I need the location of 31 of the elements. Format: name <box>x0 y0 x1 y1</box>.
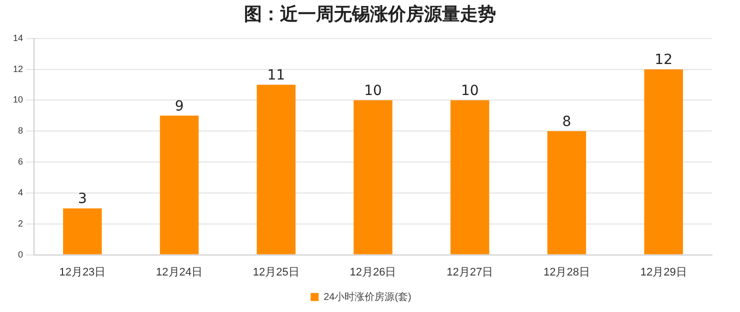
data-label: 3 <box>78 191 87 208</box>
bar <box>644 69 683 254</box>
data-label: 8 <box>562 114 572 130</box>
x-tick-label: 12月27日 <box>446 266 494 278</box>
data-label: 9 <box>174 98 184 114</box>
data-label: 11 <box>267 67 286 84</box>
y-tick-label: 12 <box>12 64 24 74</box>
x-tick-label: 12月25日 <box>252 266 300 278</box>
bar <box>256 84 296 254</box>
y-tick-label: 2 <box>18 218 24 228</box>
x-tick-label: 12月24日 <box>156 266 203 278</box>
y-tick-label: 10 <box>12 94 24 105</box>
bar <box>354 100 392 254</box>
y-tick-label: 0 <box>18 249 24 260</box>
bar <box>160 116 199 254</box>
y-tick-label: 4 <box>18 187 24 198</box>
y-tick-label: 8 <box>18 126 24 136</box>
x-tick-label: 12月23日 <box>59 266 106 278</box>
y-tick-label: 14 <box>12 32 24 43</box>
bar <box>63 208 102 254</box>
data-label: 12 <box>654 52 672 68</box>
x-tick-label: 12月29日 <box>640 266 687 278</box>
y-tick-label: 6 <box>18 156 24 167</box>
data-label: 10 <box>460 82 479 99</box>
bar <box>547 131 586 254</box>
data-label: 10 <box>364 82 382 99</box>
legend-label: 24小时涨价房源(套) <box>324 290 412 303</box>
bar <box>450 100 490 254</box>
x-tick-label: 12月28日 <box>543 266 590 278</box>
chart-title: 图：近一周无锡涨价房源量走势 <box>243 3 497 27</box>
x-tick-label: 12月26日 <box>350 266 396 278</box>
